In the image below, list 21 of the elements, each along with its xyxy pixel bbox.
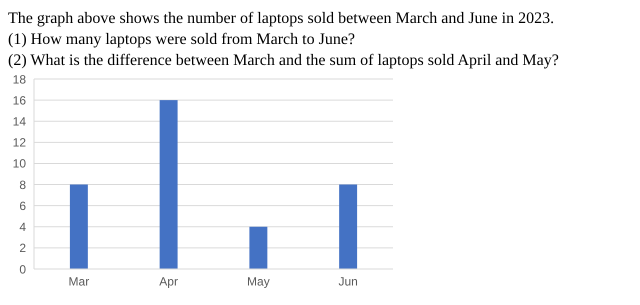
y-tick-label: 8 bbox=[19, 178, 26, 192]
bar bbox=[339, 184, 358, 269]
bar bbox=[249, 226, 268, 269]
y-tick-label: 14 bbox=[12, 114, 26, 128]
chart-title: The graph above shows the number of laptops sold between March and June in 2023. bbox=[8, 9, 556, 29]
bar bbox=[160, 100, 178, 269]
x-tick-label: Jun bbox=[338, 274, 358, 289]
x-tick-label: May bbox=[247, 274, 270, 289]
y-tick-label: 4 bbox=[19, 220, 26, 234]
y-tick-label: 12 bbox=[12, 136, 26, 150]
text: (2) What is the difference between March and the sum of laptops sold April and May? bbox=[8, 51, 560, 71]
y-tick-label: 18 bbox=[12, 72, 26, 86]
y-tick-label: 10 bbox=[12, 156, 26, 171]
y-tick-label: 0 bbox=[19, 262, 26, 276]
bar bbox=[70, 184, 88, 269]
y-tick-label: 2 bbox=[19, 241, 26, 256]
x-tick-label: Apr bbox=[159, 274, 178, 289]
x-tick-label: Mar bbox=[68, 274, 90, 289]
text: (1) How many laptops were sold from March to June? bbox=[8, 30, 356, 50]
y-tick-label: 6 bbox=[19, 198, 26, 213]
y-tick-label: 16 bbox=[12, 93, 26, 108]
